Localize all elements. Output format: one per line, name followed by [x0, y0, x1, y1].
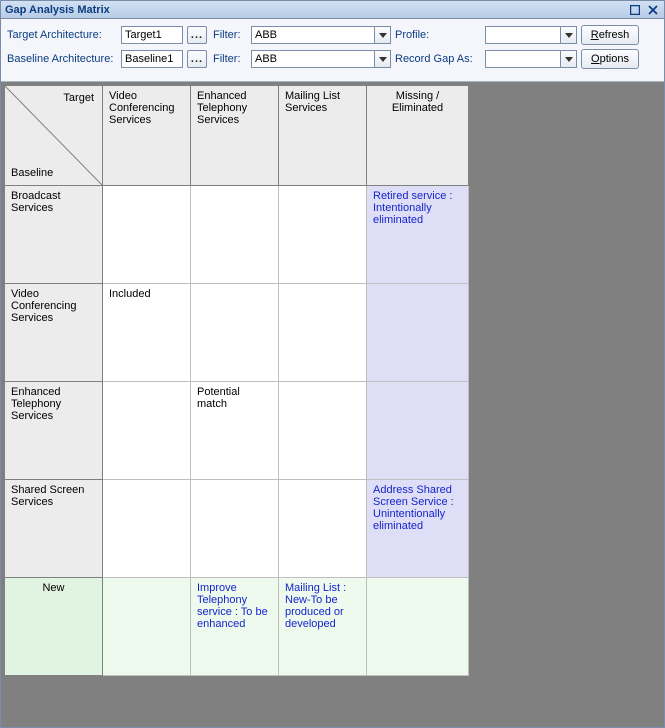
record-gap-combo[interactable] [485, 50, 577, 68]
matrix-cell[interactable] [103, 480, 191, 578]
baseline-arch-browse-button[interactable]: ... [187, 50, 207, 68]
profile-combo[interactable] [485, 26, 577, 44]
close-icon[interactable] [646, 3, 660, 17]
chevron-down-icon [560, 51, 576, 67]
matrix-cell[interactable] [279, 284, 367, 382]
row-header[interactable]: New [5, 578, 103, 676]
chevron-down-icon [374, 51, 390, 67]
matrix-cell[interactable] [103, 578, 191, 676]
matrix-cell[interactable] [367, 284, 469, 382]
target-arch-label: Target Architecture: [7, 29, 117, 41]
baseline-arch-input[interactable]: Baseline1 [121, 50, 183, 68]
matrix-cell[interactable] [279, 186, 367, 284]
chevron-down-icon [560, 27, 576, 43]
window-title: Gap Analysis Matrix [5, 4, 110, 16]
record-gap-label: Record Gap As: [395, 53, 481, 65]
title-bar: Gap Analysis Matrix [1, 1, 664, 19]
matrix-cell[interactable] [191, 186, 279, 284]
matrix-cell[interactable] [103, 186, 191, 284]
matrix-cell[interactable] [279, 480, 367, 578]
filter-label-bottom: Filter: [213, 53, 247, 65]
target-arch-input[interactable]: Target1 [121, 26, 183, 44]
profile-label: Profile: [395, 29, 481, 41]
matrix-cell[interactable] [191, 284, 279, 382]
filter-label-top: Filter: [213, 29, 247, 41]
toolbar: Target Architecture: Target1 ... Filter:… [1, 19, 664, 82]
baseline-arch-label: Baseline Architecture: [7, 53, 117, 65]
column-header[interactable]: Enhanced Telephony Services [191, 86, 279, 186]
row-header[interactable]: Broadcast Services [5, 186, 103, 284]
matrix-cell[interactable] [279, 382, 367, 480]
matrix-cell[interactable]: Included [103, 284, 191, 382]
row-header[interactable]: Video Conferencing Services [5, 284, 103, 382]
matrix-content: Target Baseline Video Conferencing Servi… [1, 82, 664, 727]
maximize-icon[interactable] [628, 3, 642, 17]
filter-combo-bottom[interactable]: ABB [251, 50, 391, 68]
corner-target-label: Target [63, 92, 94, 104]
refresh-button[interactable]: Refresh [581, 25, 639, 45]
matrix-cell[interactable] [103, 382, 191, 480]
corner-baseline-label: Baseline [11, 167, 53, 179]
column-header[interactable]: Missing / Eliminated [367, 86, 469, 186]
row-header[interactable]: Enhanced Telephony Services [5, 382, 103, 480]
column-header[interactable]: Mailing List Services [279, 86, 367, 186]
filter-combo-top[interactable]: ABB [251, 26, 391, 44]
options-button[interactable]: Options [581, 49, 639, 69]
matrix-corner-cell: Target Baseline [5, 86, 103, 186]
matrix-cell[interactable] [367, 578, 469, 676]
gap-analysis-window: Gap Analysis Matrix Target Architecture:… [0, 0, 665, 728]
matrix-cell[interactable] [367, 382, 469, 480]
matrix-cell[interactable]: Retired service : Intentionally eliminat… [367, 186, 469, 284]
target-arch-browse-button[interactable]: ... [187, 26, 207, 44]
matrix-cell[interactable] [191, 480, 279, 578]
column-header[interactable]: Video Conferencing Services [103, 86, 191, 186]
gap-matrix-table: Target Baseline Video Conferencing Servi… [4, 85, 469, 676]
matrix-cell[interactable]: Address Shared Screen Service : Unintent… [367, 480, 469, 578]
matrix-cell[interactable]: Improve Telephony service : To be enhanc… [191, 578, 279, 676]
chevron-down-icon [374, 27, 390, 43]
row-header[interactable]: Shared Screen Services [5, 480, 103, 578]
matrix-cell[interactable]: Potential match [191, 382, 279, 480]
matrix-cell[interactable]: Mailing List : New-To be produced or dev… [279, 578, 367, 676]
